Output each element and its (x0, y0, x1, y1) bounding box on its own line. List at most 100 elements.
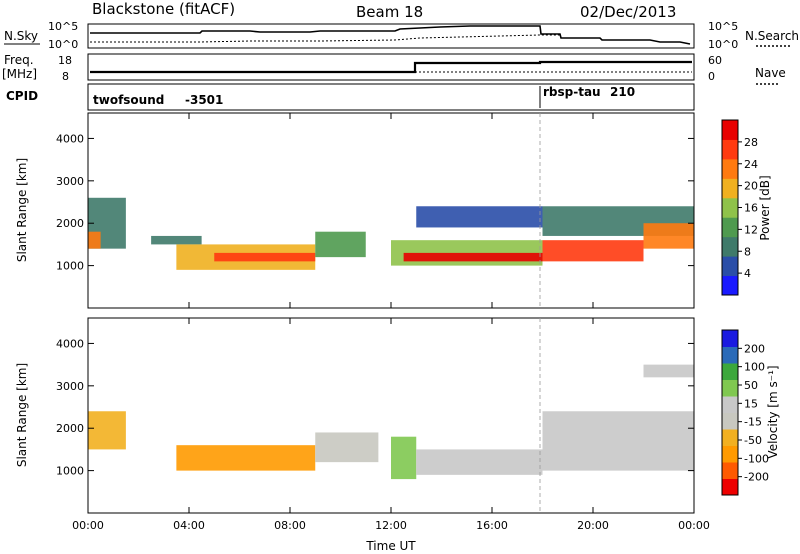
colorbar-tick-label: -50 (744, 434, 762, 447)
power-y-ticks: 1000 2000 3000 4000 (56, 132, 694, 273)
power-ylabel: Slant Range [km] (15, 158, 29, 262)
colorbar-swatch (722, 158, 738, 179)
power-colorbar-ticks: 28 24 20 16 12 8 4 (738, 136, 758, 280)
velocity-xlabel: Time UT (365, 539, 416, 553)
cpid-panel: CPID twofsound -3501 rbsp-tau 210 (6, 83, 695, 111)
colorbar-tick-label: 20 (744, 180, 758, 193)
colorbar-swatch (722, 445, 738, 463)
echo-band-12 (643, 223, 694, 249)
colorbar-swatch (722, 139, 738, 160)
nsky-label: N.Sky (4, 29, 38, 43)
cpid-entry-2-id: 210 (610, 85, 635, 99)
colorbar-swatch (722, 236, 738, 257)
power-data (88, 197, 694, 270)
x-tick-label: 00:00 (678, 519, 710, 532)
x-tick-label: 20:00 (577, 519, 609, 532)
echo-band-4 (391, 436, 417, 480)
velocity-colorbar-ticks: 200 100 50 15 -15 -50 -100 -200 (738, 342, 769, 484)
colorbar-swatch (722, 330, 738, 347)
colorbar-swatch (722, 346, 738, 364)
velocity-colorbar: 200 100 50 15 -15 -50 -100 -200 Velocity [m s⁻¹… (721, 329, 780, 496)
velocity-ylabel: Slant Range [km] (15, 363, 29, 467)
velocity-x-ticks: 00:00 04:00 08:00 12:00 16:00 20:00 00:00 (72, 318, 710, 532)
colorbar-tick-label: 50 (744, 379, 758, 392)
nsky-trace (90, 25, 691, 45)
power-colorbar: 28 24 20 16 12 8 4 Power [dB] (721, 119, 772, 296)
colorbar-tick-label: 200 (744, 342, 765, 355)
colorbar-tick-label: -15 (744, 416, 762, 429)
x-tick-label: 00:00 (72, 519, 104, 532)
nave-tick-top: 60 (708, 54, 722, 67)
colorbar-tick-label: -100 (744, 452, 769, 465)
nsky-tick-bottom: 10^0 (48, 38, 78, 51)
cpid-entry-2-name: rbsp-tau (543, 85, 601, 99)
cpid-entry-1-name: twofsound (93, 93, 164, 107)
power-panel: 1000 2000 3000 4000 Slant Range [km] (15, 112, 695, 309)
y-tick-label: 3000 (56, 175, 84, 188)
echo-band-3 (151, 235, 202, 245)
echo-band-2 (176, 445, 316, 471)
y-tick-label: 1000 (56, 465, 84, 478)
freq-tick-top: 18 (58, 54, 72, 67)
colorbar-swatch (722, 379, 738, 397)
echo-band-10 (542, 240, 644, 262)
nsearch-label: N.Search (745, 29, 799, 43)
colorbar-tick-label: 4 (744, 267, 751, 280)
nsky-tick-top: 10^5 (48, 20, 78, 33)
colorbar-tick-label: 28 (744, 136, 758, 149)
colorbar-tick-label: 16 (744, 202, 758, 215)
x-tick-label: 12:00 (375, 519, 407, 532)
colorbar-tick-label: -200 (744, 471, 769, 484)
y-tick-label: 1000 (56, 260, 84, 273)
freq-tick-bottom: 8 (62, 70, 69, 83)
x-tick-label: 08:00 (274, 519, 306, 532)
echo-band-9 (416, 206, 543, 228)
y-tick-label: 3000 (56, 380, 84, 393)
nave-tick-bottom: 0 (708, 70, 715, 83)
colorbar-swatch (722, 275, 738, 296)
velocity-data (88, 364, 694, 480)
velocity-panel: 1000 2000 3000 4000 00:00 04:00 08:00 12:00 16:… (15, 317, 710, 553)
date-title: 02/Dec/2013 (580, 3, 676, 21)
nave-label: Nave (755, 66, 786, 80)
colorbar-tick-label: 100 (744, 361, 765, 374)
y-tick-label: 4000 (56, 132, 84, 145)
freq-panel: Freq. [MHz] 18 8 60 0 Nave (2, 53, 786, 85)
y-tick-label: 4000 (56, 337, 84, 350)
echo-band-1 (88, 411, 126, 450)
y-tick-label: 2000 (56, 217, 84, 230)
power-colorbar-swatches (722, 120, 738, 296)
cpid-label: CPID (6, 89, 38, 103)
colorbar-swatch (722, 478, 738, 496)
colorbar-tick-label: 12 (744, 223, 758, 236)
echo-band-5 (214, 252, 316, 262)
power-x-ticks (87, 113, 695, 308)
colorbar-swatch (722, 178, 738, 199)
freq-label-1: Freq. (4, 53, 34, 67)
freq-label-2: [MHz] (2, 67, 37, 81)
x-tick-label: 16:00 (476, 519, 508, 532)
x-tick-label: 04:00 (173, 519, 205, 532)
velocity-colorbar-label: Velocity [m s⁻¹] (766, 365, 780, 458)
velocity-colorbar-swatches (722, 330, 738, 496)
echo-band-5 (416, 449, 543, 475)
beam-title: Beam 18 (356, 3, 423, 21)
colorbar-swatch (722, 217, 738, 238)
freq-trace (90, 60, 692, 74)
colorbar-swatch (722, 256, 738, 277)
echo-band-2 (88, 231, 101, 249)
echo-band-6 (315, 231, 366, 258)
nsearch-trace (90, 34, 560, 43)
power-colorbar-label: Power [dB] (758, 175, 772, 240)
colorbar-swatch (722, 462, 738, 479)
y-tick-label: 2000 (56, 422, 84, 435)
echo-band-7 (643, 364, 694, 378)
echo-band-8 (403, 252, 543, 262)
velocity-y-ticks: 1000 2000 3000 4000 (56, 337, 694, 478)
echo-band-3 (315, 432, 379, 463)
colorbar-swatch (722, 120, 738, 140)
colorbar-tick-label: 24 (744, 158, 758, 171)
cpid-entry-1-id: -3501 (185, 93, 223, 107)
nsearch-tick-bottom: 10^0 (708, 38, 738, 51)
